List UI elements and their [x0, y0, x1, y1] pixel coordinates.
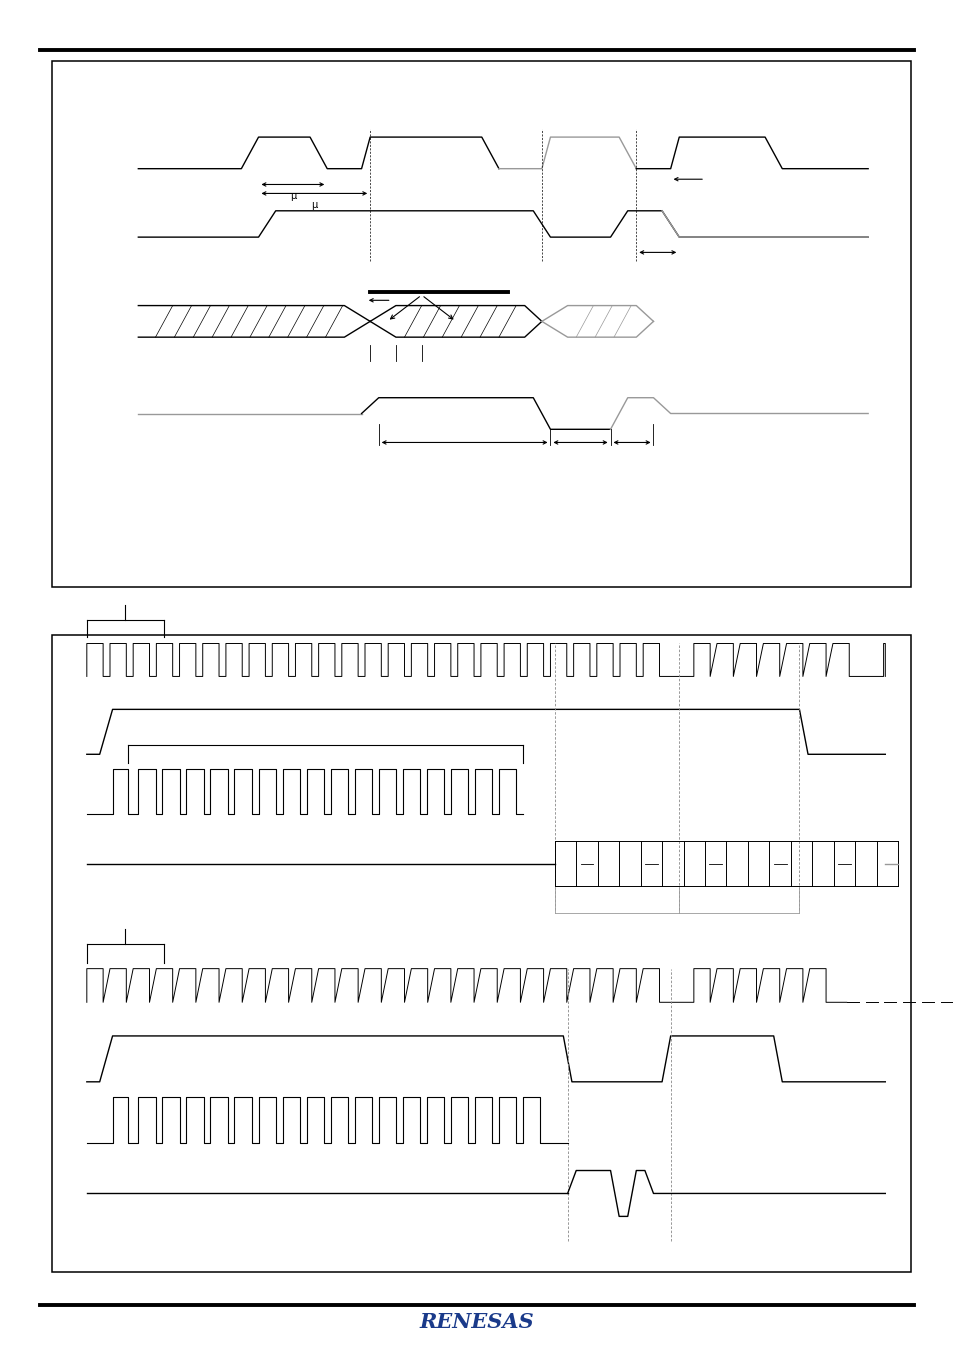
Text: RENESAS: RENESAS	[419, 1312, 534, 1331]
Bar	[52, 634, 910, 1272]
Text: μ: μ	[311, 200, 317, 211]
Text: μ: μ	[290, 192, 295, 201]
Bar	[52, 61, 910, 587]
